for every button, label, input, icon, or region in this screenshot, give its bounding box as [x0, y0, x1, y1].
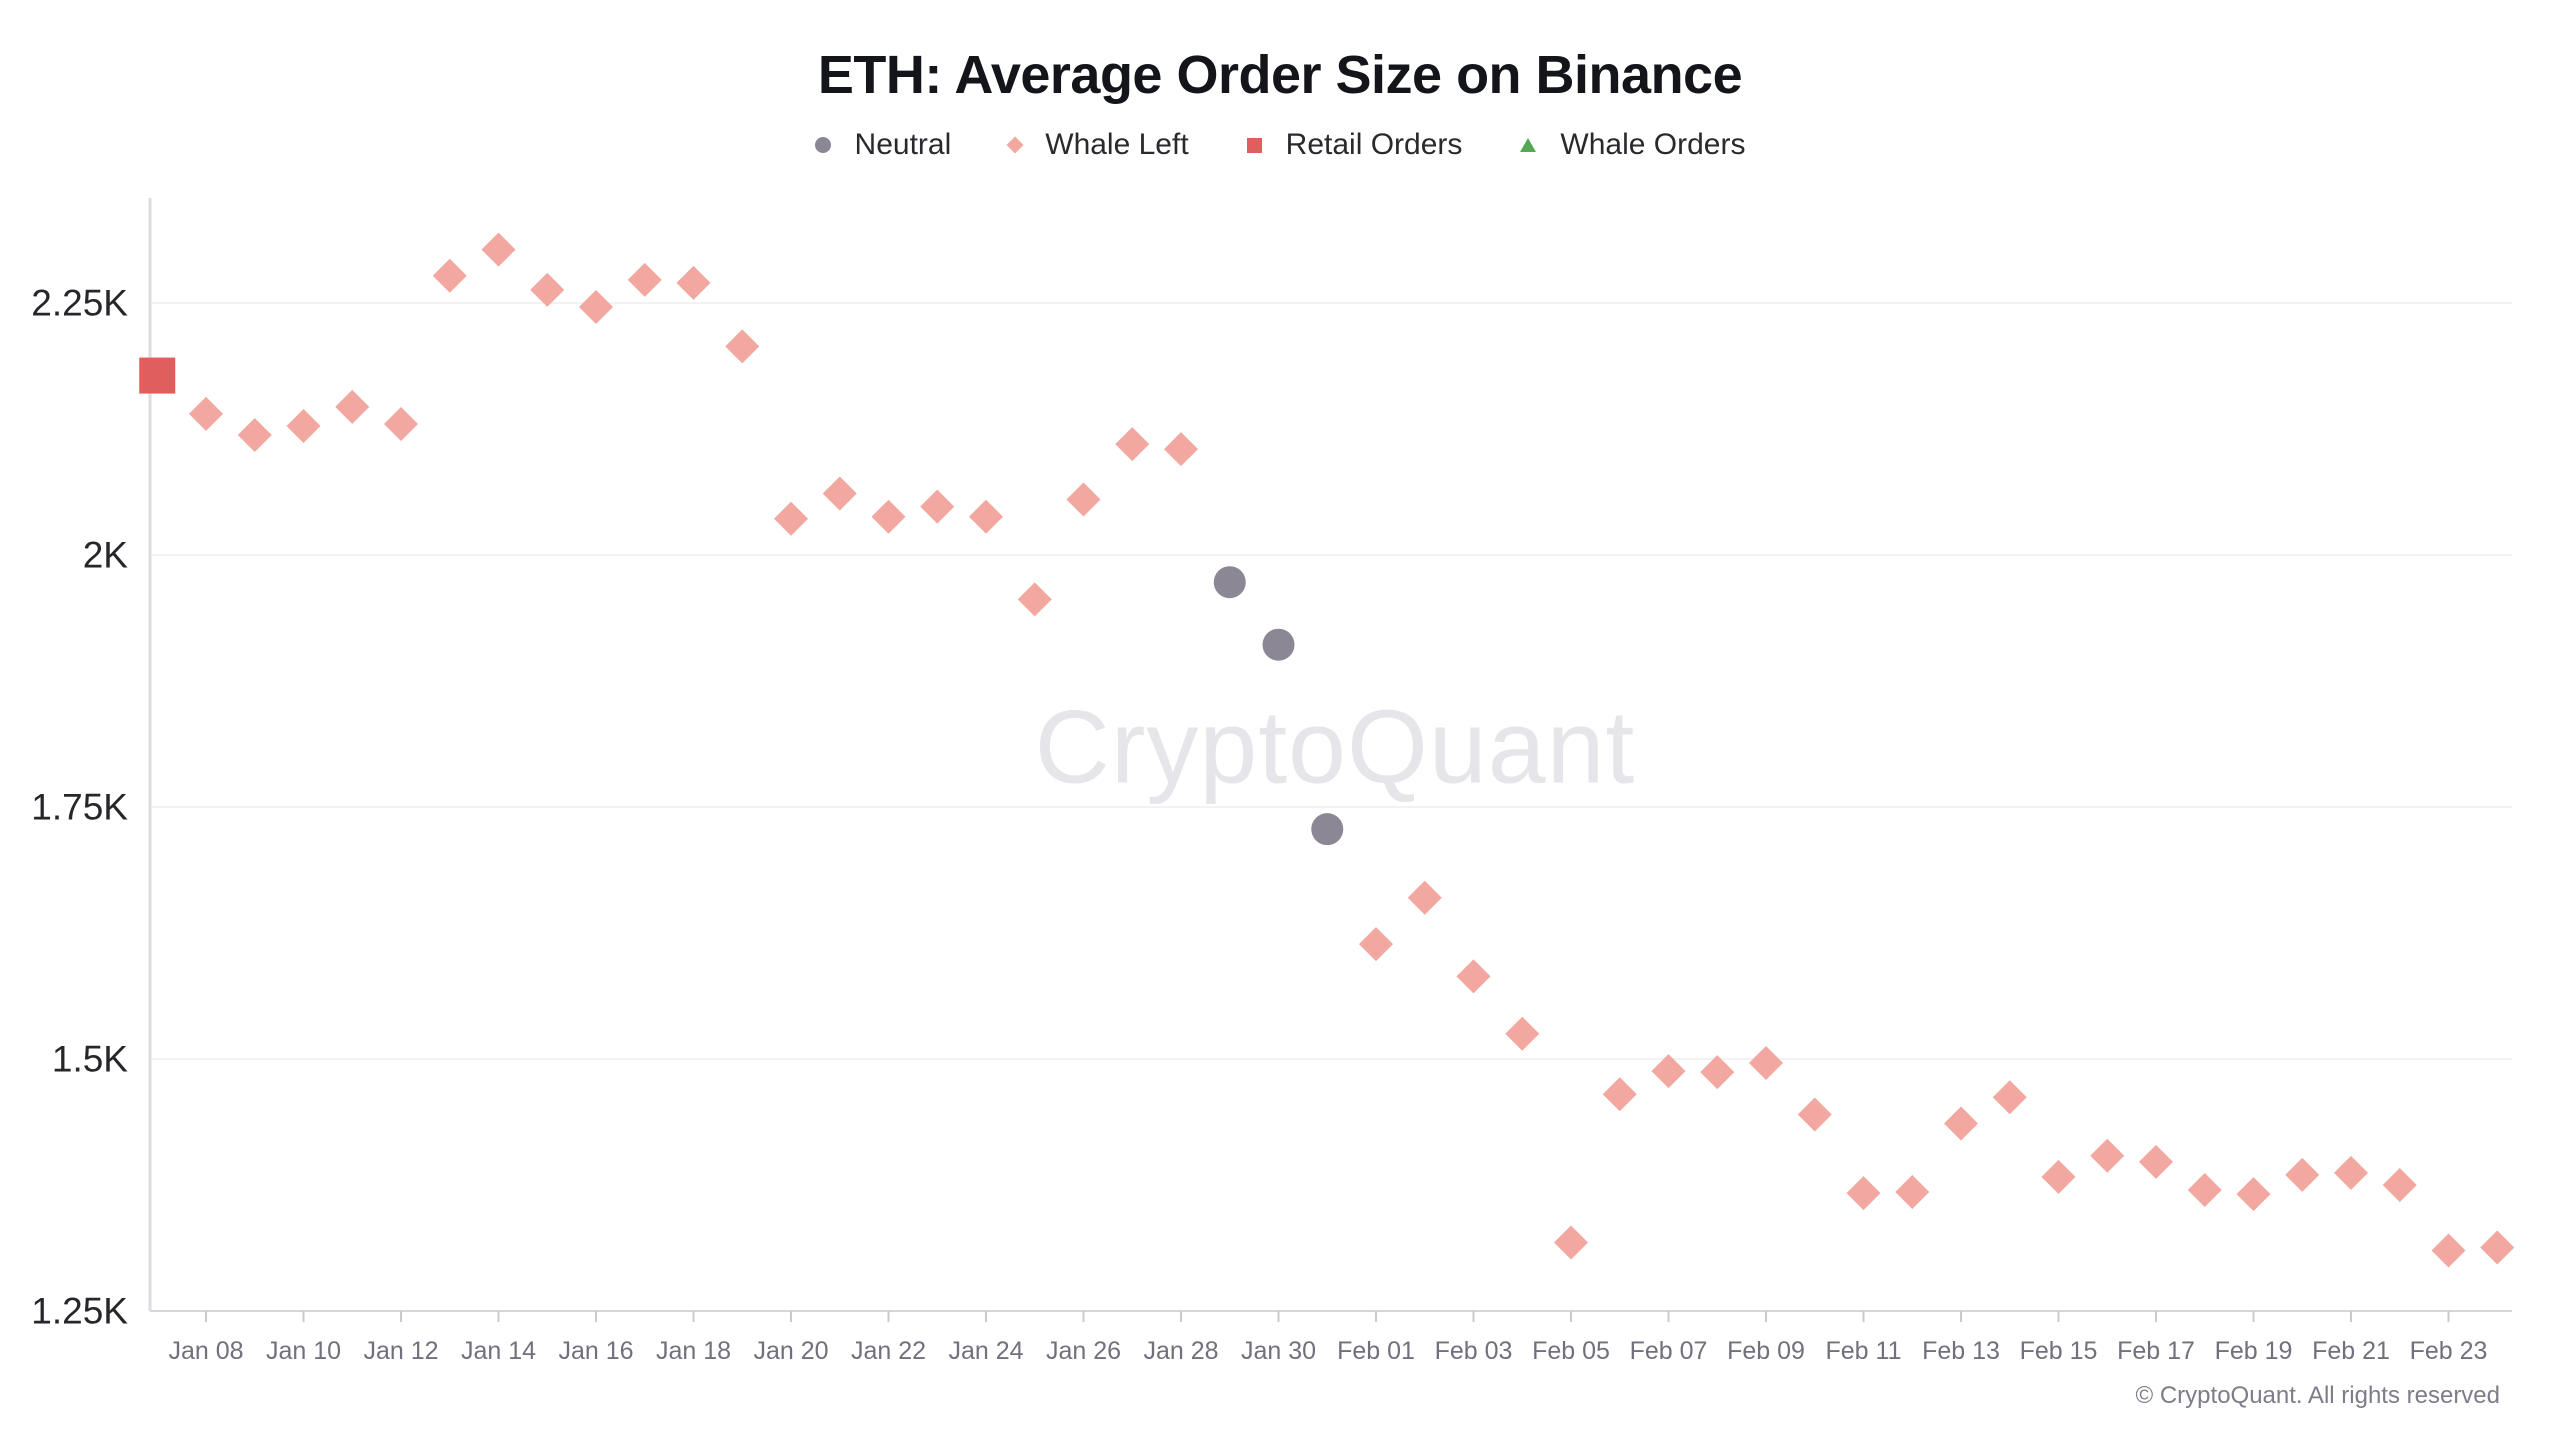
y-axis-tick-label: 2.25K: [31, 283, 128, 324]
data-point-whale-left-diamond: [774, 501, 808, 536]
data-point-whale-left-diamond: [335, 389, 370, 424]
x-axis-tick-label: Jan 28: [1143, 1337, 1218, 1365]
x-axis-tick-label: Jan 30: [1241, 1337, 1316, 1365]
x-axis-tick-label: Jan 22: [851, 1337, 926, 1365]
data-point-whale-left-diamond: [189, 396, 223, 431]
data-point-whale-left-diamond: [1749, 1046, 1783, 1081]
data-point-whale-left-diamond: [432, 258, 467, 293]
cryptoquant-watermark: CryptoQuant: [1034, 689, 1636, 806]
legend-item-whale-orders[interactable]: Whale Orders: [1520, 128, 1745, 162]
data-point-whale-left-diamond: [1505, 1016, 1540, 1051]
x-axis-tick-label: Jan 08: [168, 1337, 243, 1365]
data-point-whale-left-diamond: [822, 476, 857, 511]
data-point-whale-left-diamond: [627, 262, 662, 297]
data-point-whale-left-diamond: [725, 329, 760, 364]
x-axis-tick-label: Jan 10: [266, 1337, 341, 1365]
data-point-whale-left-diamond: [1895, 1175, 1930, 1210]
data-point-whale-left-diamond: [676, 265, 711, 300]
copyright-footer: © CryptoQuant. All rights reserved: [2135, 1382, 2501, 1409]
x-axis-tick-label: Jan 24: [948, 1337, 1023, 1365]
data-point-neutral-circle: [1311, 813, 1344, 846]
data-point-neutral-circle: [1262, 628, 1295, 661]
x-axis-tick-label: Feb 03: [1435, 1337, 1513, 1365]
data-point-whale-left-diamond: [1846, 1176, 1881, 1211]
y-axis-tick-label: 1.5K: [52, 1039, 128, 1080]
triangle-legend-marker-icon: [1520, 138, 1537, 152]
legend-label: Whale Left: [1045, 128, 1189, 161]
x-axis-tick-label: Feb 19: [2215, 1337, 2293, 1365]
data-point-whale-left-diamond: [286, 408, 321, 443]
x-axis-tick-label: Feb 05: [1532, 1337, 1610, 1365]
x-axis-tick-label: Feb 01: [1337, 1337, 1415, 1365]
x-axis-tick-label: Feb 15: [2020, 1337, 2098, 1365]
data-point-whale-left-diamond: [2382, 1168, 2417, 1202]
data-point-whale-left-diamond: [2285, 1157, 2320, 1192]
data-point-whale-left-diamond: [2139, 1144, 2173, 1179]
legend-item-whale-left[interactable]: Whale Left: [1006, 128, 1189, 162]
data-point-retail-square: [139, 357, 176, 394]
data-point-whale-left-diamond: [1797, 1097, 1832, 1132]
data-point-whale-left-diamond: [1944, 1106, 1978, 1141]
legend-item-neutral[interactable]: Neutral: [814, 128, 952, 162]
x-axis-tick-label: Feb 23: [2410, 1337, 2488, 1365]
diamond-legend-marker-icon: [1006, 136, 1024, 154]
x-axis-tick-label: Feb 07: [1630, 1337, 1708, 1365]
data-point-whale-left-diamond: [969, 499, 1003, 534]
data-point-whale-left-diamond: [481, 232, 516, 267]
data-point-whale-left-diamond: [871, 499, 906, 534]
data-point-whale-left-diamond: [530, 272, 565, 307]
x-axis-tick-label: Jan 18: [656, 1337, 731, 1365]
data-point-whale-left-diamond: [2090, 1138, 2125, 1173]
data-point-whale-left-diamond: [2334, 1155, 2368, 1190]
x-axis-tick-label: Jan 26: [1046, 1337, 1121, 1365]
data-point-whale-left-diamond: [1017, 582, 1052, 617]
x-axis-tick-label: Jan 20: [753, 1337, 828, 1365]
data-point-whale-left-diamond: [1992, 1080, 2027, 1115]
data-point-whale-left-diamond: [2187, 1173, 2222, 1208]
data-point-whale-left-diamond: [1066, 482, 1101, 517]
y-axis-tick-label: 2K: [83, 535, 129, 576]
x-axis-tick-label: Feb 21: [2312, 1337, 2390, 1365]
data-point-whale-left-diamond: [1115, 427, 1150, 462]
legend-label: Whale Orders: [1560, 128, 1746, 161]
data-point-whale-left-diamond: [1407, 880, 1442, 915]
x-axis-tick-label: Jan 14: [461, 1337, 536, 1365]
data-point-whale-left-diamond: [1651, 1054, 1686, 1089]
x-axis-tick-label: Feb 13: [1922, 1337, 2000, 1365]
data-point-whale-left-diamond: [1554, 1225, 1588, 1260]
data-point-whale-left-diamond: [1456, 959, 1491, 994]
data-point-whale-left-diamond: [920, 489, 955, 524]
data-point-neutral-circle: [1213, 566, 1246, 599]
data-point-whale-left-diamond: [2236, 1177, 2271, 1212]
data-point-whale-left-diamond: [2431, 1233, 2466, 1268]
y-axis-tick-label: 1.75K: [31, 787, 128, 828]
legend-label: Retail Orders: [1285, 128, 1463, 161]
data-point-whale-left-diamond: [237, 418, 272, 453]
x-axis-tick-label: Jan 16: [558, 1337, 633, 1365]
circle-legend-marker-icon: [814, 137, 831, 153]
data-point-whale-left-diamond: [579, 290, 613, 325]
data-point-whale-left-diamond: [384, 406, 418, 441]
x-axis-tick-label: Feb 09: [1727, 1337, 1805, 1365]
data-point-whale-left-diamond: [2480, 1230, 2515, 1265]
x-axis-tick-label: Feb 11: [1826, 1337, 1902, 1365]
data-point-whale-left-diamond: [1164, 432, 1198, 467]
y-axis-tick-label: 1.25K: [31, 1291, 128, 1332]
legend-item-retail[interactable]: Retail Orders: [1246, 128, 1463, 162]
x-axis-tick-label: Feb 17: [2117, 1337, 2195, 1365]
data-point-whale-left-diamond: [1359, 927, 1393, 962]
data-point-whale-left-diamond: [1602, 1077, 1637, 1112]
chart-title: ETH: Average Order Size on Binance: [817, 45, 1743, 105]
data-point-whale-left-diamond: [1700, 1055, 1735, 1090]
legend-label: Neutral: [854, 128, 952, 161]
data-point-whale-left-diamond: [2041, 1159, 2076, 1194]
chart-legend: Neutral Whale Left Retail Orders Whale Orde…: [0, 128, 2560, 162]
square-legend-marker-icon: [1246, 137, 1262, 153]
x-axis-tick-label: Jan 12: [363, 1337, 438, 1365]
